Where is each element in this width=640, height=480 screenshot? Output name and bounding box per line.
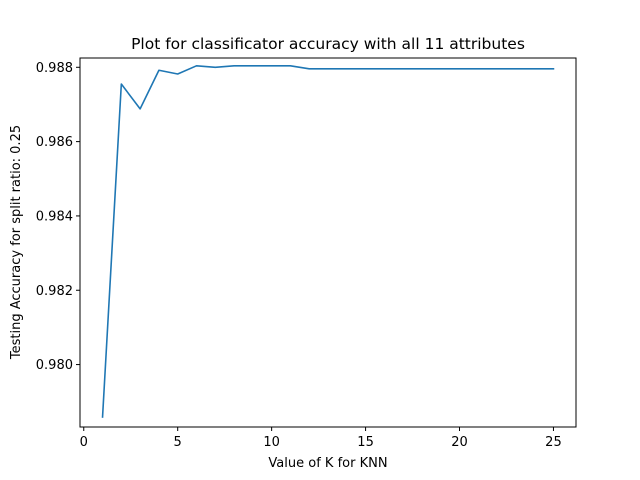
y-tick-label: 0.984 xyxy=(36,209,73,224)
x-tick-label: 5 xyxy=(174,435,182,450)
y-tick-label: 0.986 xyxy=(36,135,73,150)
plot-area: 0 5 10 15 20 25 0.980 0.982 0.984 0.986 0.988 xyxy=(36,57,577,450)
axes-frame xyxy=(79,57,577,428)
x-tick-label: 0 xyxy=(80,435,88,450)
y-axis-label: Testing Accuracy for split ratio: 0.25 xyxy=(9,125,24,360)
x-tick-label: 10 xyxy=(263,435,280,450)
chart-title: Plot for classificator accuracy with all… xyxy=(131,35,525,53)
x-tick-label: 15 xyxy=(357,435,374,450)
x-tick-label: 25 xyxy=(545,435,562,450)
y-tick-label: 0.982 xyxy=(36,284,73,299)
y-tick-label: 0.980 xyxy=(36,358,73,373)
series-line-0 xyxy=(101,65,555,418)
y-tick-label: 0.988 xyxy=(36,61,73,76)
x-axis-label: Value of K for KNN xyxy=(268,456,387,471)
x-tick-label: 20 xyxy=(451,435,468,450)
